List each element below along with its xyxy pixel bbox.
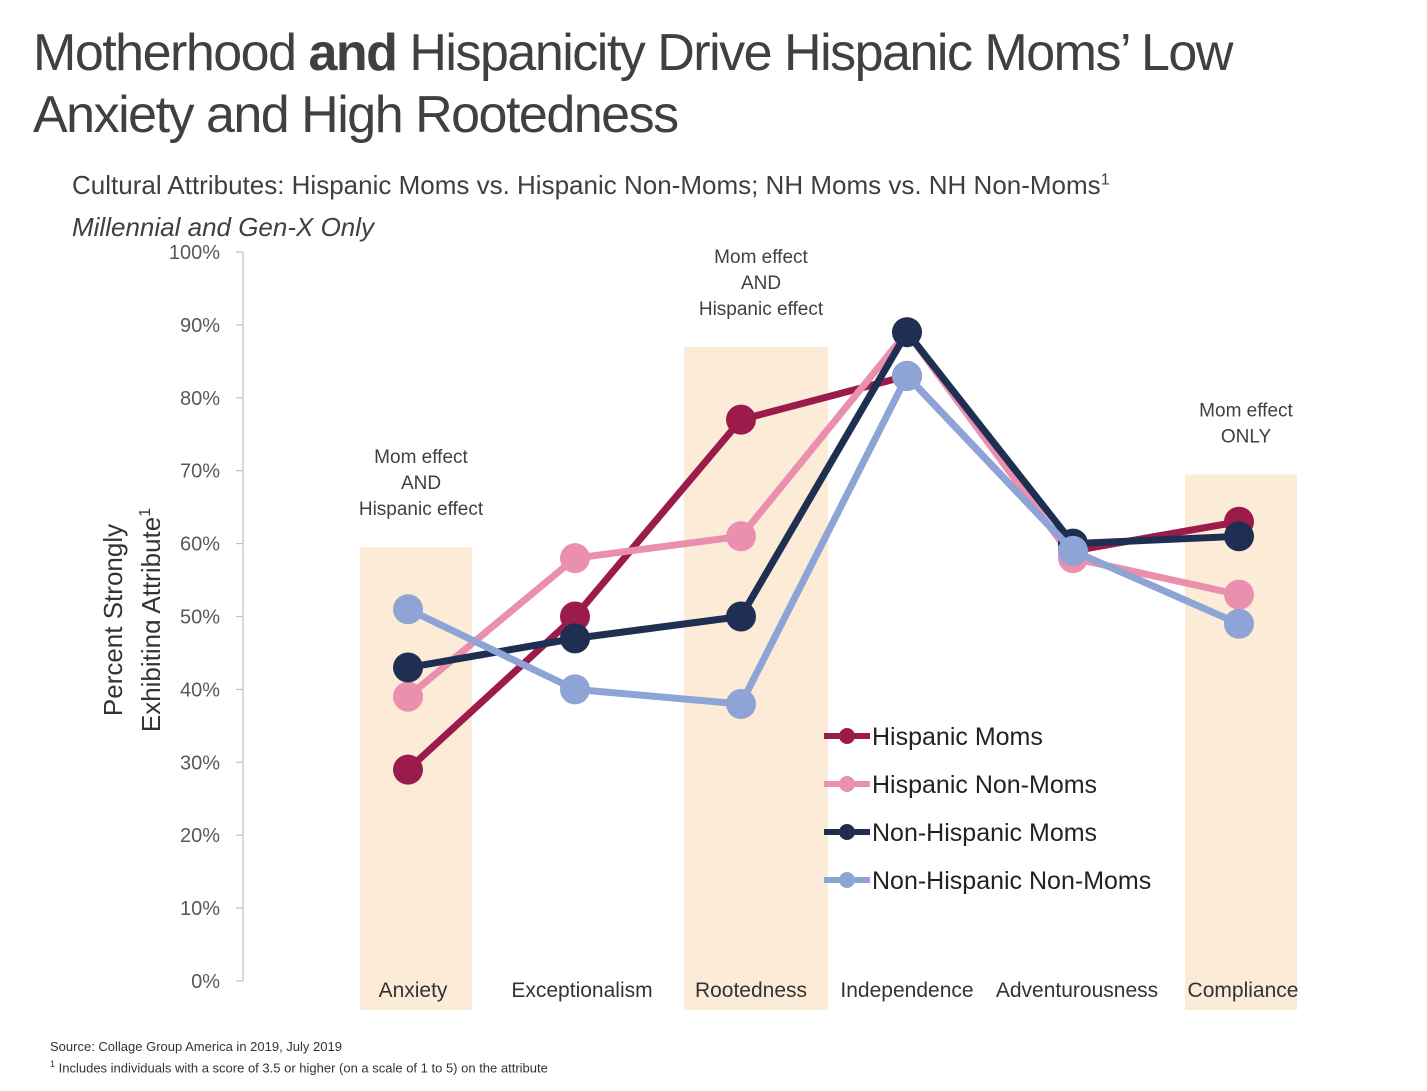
y-tick-label: 0% <box>191 971 220 993</box>
series-3 <box>393 360 1254 719</box>
x-tick-label: Independence <box>840 979 973 1002</box>
source-note: Source: Collage Group America in 2019, J… <box>50 1039 342 1054</box>
legend-swatch-marker <box>839 728 855 744</box>
footnote-text: Includes individuals with a score of 3.5… <box>55 1060 548 1076</box>
subtitle-text: Cultural Attributes: Hispanic Moms vs. H… <box>72 170 1101 200</box>
data-point <box>726 688 756 719</box>
legend-label: Hispanic Non-Moms <box>872 771 1097 799</box>
data-point <box>726 601 756 632</box>
data-point <box>393 594 423 625</box>
series-2 <box>393 317 1254 683</box>
legend-label: Hispanic Moms <box>872 723 1043 751</box>
data-point <box>1058 535 1088 566</box>
y-axis-title: Percent Strongly Exhibiting Attribute1 <box>98 508 160 732</box>
legend: Hispanic Moms Hispanic Non-Moms Non-Hispan… <box>824 723 1151 895</box>
highlight-bands: Mom effect AND Hispanic effect Mom effect AN… <box>359 247 1297 1011</box>
legend-swatch-marker <box>839 824 855 840</box>
legend-label: Non-Hispanic Non-Moms <box>872 867 1151 895</box>
data-point <box>393 754 423 785</box>
data-point <box>1224 579 1254 610</box>
legend-swatch-marker <box>839 776 855 792</box>
data-point <box>560 674 590 705</box>
highlight-annotation-line: Hispanic effect <box>699 299 824 320</box>
data-point <box>393 652 423 683</box>
highlight-annotation-line: Mom effect <box>714 247 808 268</box>
legend-label: Non-Hispanic Moms <box>872 819 1097 847</box>
title-part2: Hispanicity Drive Hispanic Moms’ Low Anx… <box>33 24 1233 144</box>
data-point <box>892 317 922 348</box>
highlight-annotation-line: Hispanic effect <box>359 499 484 520</box>
highlight-annotation-line: Mom effect <box>1199 400 1293 421</box>
legend-item: Hispanic Non-Moms <box>824 771 1097 799</box>
legend-item: Non-Hispanic Non-Moms <box>824 867 1151 895</box>
data-point <box>726 404 756 435</box>
y-tick-label: 20% <box>180 825 220 847</box>
series-layer <box>393 317 1254 785</box>
x-tick-label: Compliance <box>1188 979 1299 1002</box>
chart-subtitle: Cultural Attributes: Hispanic Moms vs. H… <box>72 170 1110 201</box>
y-axis-title-line1: Percent Strongly <box>98 524 128 716</box>
data-point <box>1224 521 1254 552</box>
chart-subtitle-italic: Millennial and Gen-X Only <box>72 212 375 242</box>
x-tick-label: Adventurousness <box>996 979 1158 1002</box>
y-tick-label: 100% <box>169 242 220 264</box>
y-tick-label: 10% <box>180 898 220 920</box>
x-tick-label: Rootedness <box>695 979 807 1002</box>
highlight-annotation-line: AND <box>401 473 441 494</box>
y-tick-label: 70% <box>180 461 220 483</box>
highlight-annotation-line: ONLY <box>1221 426 1272 447</box>
series-line <box>406 372 1241 708</box>
highlight-band-compliance <box>1185 474 1297 1011</box>
subtitle-footnote-mark: 1 <box>1100 171 1110 189</box>
y-axis: 0% 10% 20% 30% 40% 50% 60% 70% 80% 90% 100% <box>169 242 244 993</box>
footnote: 1 Includes individuals with a score of 3… <box>50 1059 548 1075</box>
x-axis-labels: Anxiety Exceptionalism Rootedness Independe… <box>379 979 1299 1002</box>
legend-swatch-marker <box>839 872 855 888</box>
data-point <box>726 521 756 552</box>
y-tick-label: 30% <box>180 752 220 774</box>
page-title: Motherhood and Hispanicity Drive Hispani… <box>33 22 1393 146</box>
data-point <box>560 601 590 632</box>
y-tick-label: 90% <box>180 315 220 337</box>
x-tick-label: Anxiety <box>379 979 448 1002</box>
footnote-mark: 1 <box>50 1059 56 1069</box>
data-point <box>892 360 922 391</box>
y-axis-title-line2-text: Exhibiting Attribute <box>136 517 160 732</box>
title-part1: Motherhood <box>33 24 309 82</box>
data-point <box>393 681 423 712</box>
y-tick-label: 80% <box>180 388 220 410</box>
x-tick-label: Exceptionalism <box>511 979 652 1002</box>
y-axis-title-line2: Exhibiting Attribute1 <box>136 508 160 732</box>
title-bold-word: and <box>308 24 397 82</box>
legend-item: Hispanic Moms <box>824 723 1043 751</box>
data-point <box>560 623 590 654</box>
highlight-annotation-line: Mom effect <box>374 447 468 468</box>
data-point <box>1224 608 1254 639</box>
legend-item: Non-Hispanic Moms <box>824 819 1097 847</box>
y-tick-label: 50% <box>180 607 220 629</box>
y-axis-title-footnote-mark: 1 <box>137 508 154 517</box>
y-tick-label: 60% <box>180 534 220 556</box>
data-point <box>560 543 590 574</box>
y-tick-label: 40% <box>180 679 220 701</box>
highlight-annotation-line: AND <box>741 273 781 294</box>
series-line <box>407 328 1240 671</box>
